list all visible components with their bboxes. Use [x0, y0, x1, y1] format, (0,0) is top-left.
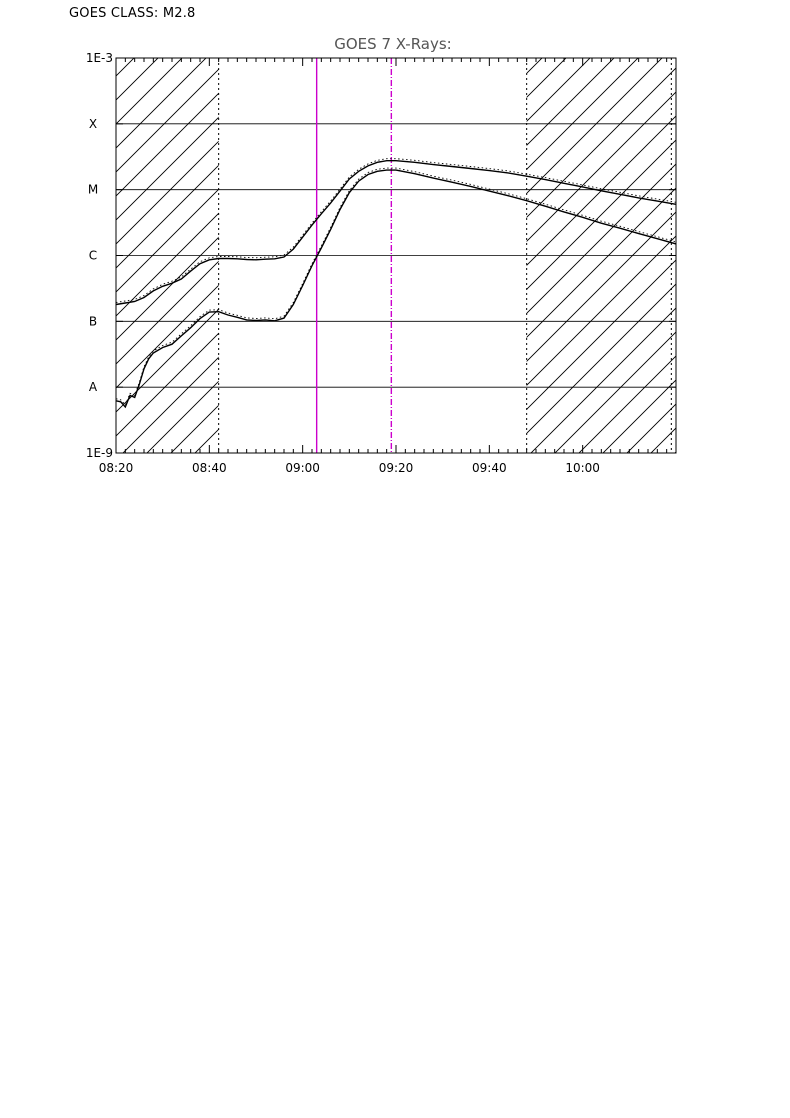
- y-tick-label: 1E-3: [86, 51, 113, 65]
- flux-curves: [116, 158, 676, 409]
- x-tick-label: 09:40: [472, 461, 507, 475]
- y-tick-label: A: [89, 380, 98, 394]
- x-tick-label: 10:00: [565, 461, 600, 475]
- goes-class-label: GOES CLASS: M2.8: [69, 6, 196, 21]
- flux-series-2-dotted: [116, 167, 676, 406]
- y-tick-label: 1E-9: [86, 446, 113, 460]
- y-tick-label: M: [88, 183, 98, 197]
- y-tick-label: X: [89, 117, 97, 131]
- y-tick-label: C: [89, 249, 97, 263]
- x-tick-label: 08:40: [192, 461, 227, 475]
- x-tick-label: 08:20: [99, 461, 134, 475]
- chart-title: GOES 7 X-Rays:: [334, 35, 451, 53]
- flux-series-1: [116, 160, 676, 306]
- y-tick-label: B: [89, 314, 97, 328]
- axes: 1E-9 A B C M X 1E-3 08:20 08:40 09:00 09:20 09:40 10…: [86, 51, 677, 475]
- flux-series-2: [116, 169, 676, 409]
- horizontal-grid: [116, 123, 676, 388]
- flux-series-1-dotted: [116, 158, 676, 303]
- x-tick-label: 09:20: [379, 461, 414, 475]
- x-tick-label: 09:00: [285, 461, 320, 475]
